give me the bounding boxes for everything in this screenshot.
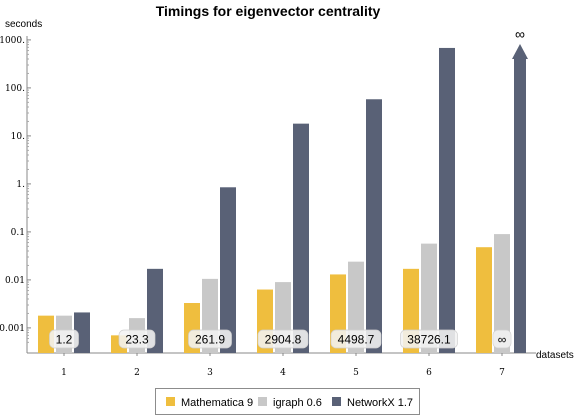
legend-frame xyxy=(155,388,420,415)
y-tick-label: 1000. xyxy=(0,36,25,46)
ratio-label-box xyxy=(492,329,512,349)
y-tick-label: 100. xyxy=(5,84,25,94)
bar xyxy=(220,187,236,353)
infinity-label: ∞ xyxy=(515,26,525,42)
ratio-label: 4498.7 xyxy=(338,333,375,347)
ratio-label-box xyxy=(330,329,382,349)
ratio-label: 23.3 xyxy=(125,333,149,347)
plot-area: 0.001 0.01 0.1 1. 10. 100. 1000. 1.2 1 23.3 2 261.9… xyxy=(0,26,536,378)
x-tick-label: 1 xyxy=(61,368,67,378)
bar xyxy=(366,99,382,353)
bar xyxy=(476,247,492,353)
legend-label: igraph 0.6 xyxy=(273,397,322,409)
legend: Mathematica 9 igraph 0.6 NetworkX 1.7 xyxy=(155,388,420,415)
bar xyxy=(494,234,510,353)
y-axis-label: seconds xyxy=(5,19,42,30)
ratio-label-box xyxy=(257,329,309,349)
ratio-label: ∞ xyxy=(498,333,507,347)
y-tick-label: 1. xyxy=(16,180,25,190)
legend-label: NetworkX 1.7 xyxy=(347,397,413,409)
ratio-label: 1.2 xyxy=(56,333,73,347)
ratio-label: 2904.8 xyxy=(265,333,302,347)
x-tick-label: 3 xyxy=(207,368,213,378)
y-tick-label: 10. xyxy=(11,132,25,142)
ratio-label-box xyxy=(118,329,156,349)
legend-swatch xyxy=(332,397,341,406)
x-tick-label: 7 xyxy=(499,368,505,378)
bar xyxy=(439,47,455,353)
x-axis-label: datasets xyxy=(536,350,574,361)
bar xyxy=(421,243,437,353)
ratio-label: 38726.1 xyxy=(407,333,451,347)
legend-swatch xyxy=(258,397,267,406)
legend-label: Mathematica 9 xyxy=(181,397,253,409)
ratio-label: 261.9 xyxy=(195,333,225,347)
bar xyxy=(293,123,309,353)
bar-arrow xyxy=(512,44,528,59)
ratio-label-box xyxy=(188,329,232,349)
bar xyxy=(514,58,526,353)
ratio-label-box xyxy=(49,329,79,349)
y-tick-label: 0.01 xyxy=(5,276,25,286)
legend-swatch xyxy=(166,397,175,406)
x-tick-label: 2 xyxy=(134,368,140,378)
chart-title: Timings for eigenvector centrality xyxy=(156,3,381,19)
x-tick-label: 5 xyxy=(353,368,359,378)
ratio-label-box xyxy=(400,329,458,349)
y-tick-label: 0.001 xyxy=(0,324,25,334)
y-tick-label: 0.1 xyxy=(11,228,25,238)
x-tick-label: 4 xyxy=(280,368,286,378)
x-tick-label: 6 xyxy=(426,368,432,378)
